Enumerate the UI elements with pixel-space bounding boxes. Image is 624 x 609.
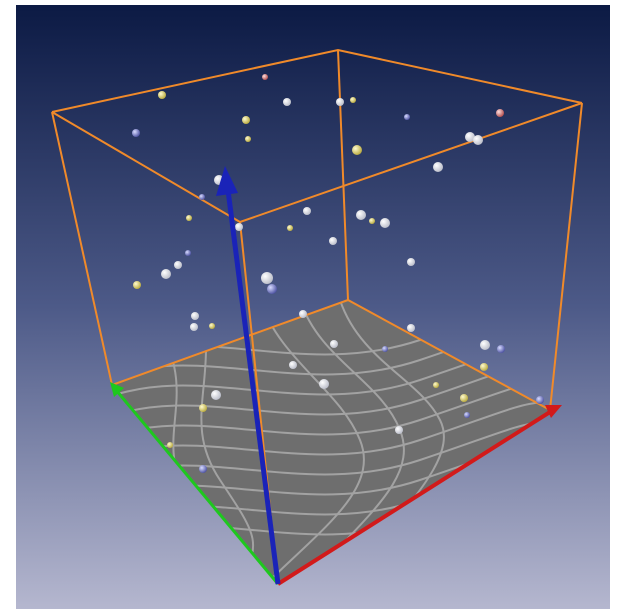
render-view: [0, 0, 624, 609]
page: [0, 0, 624, 609]
